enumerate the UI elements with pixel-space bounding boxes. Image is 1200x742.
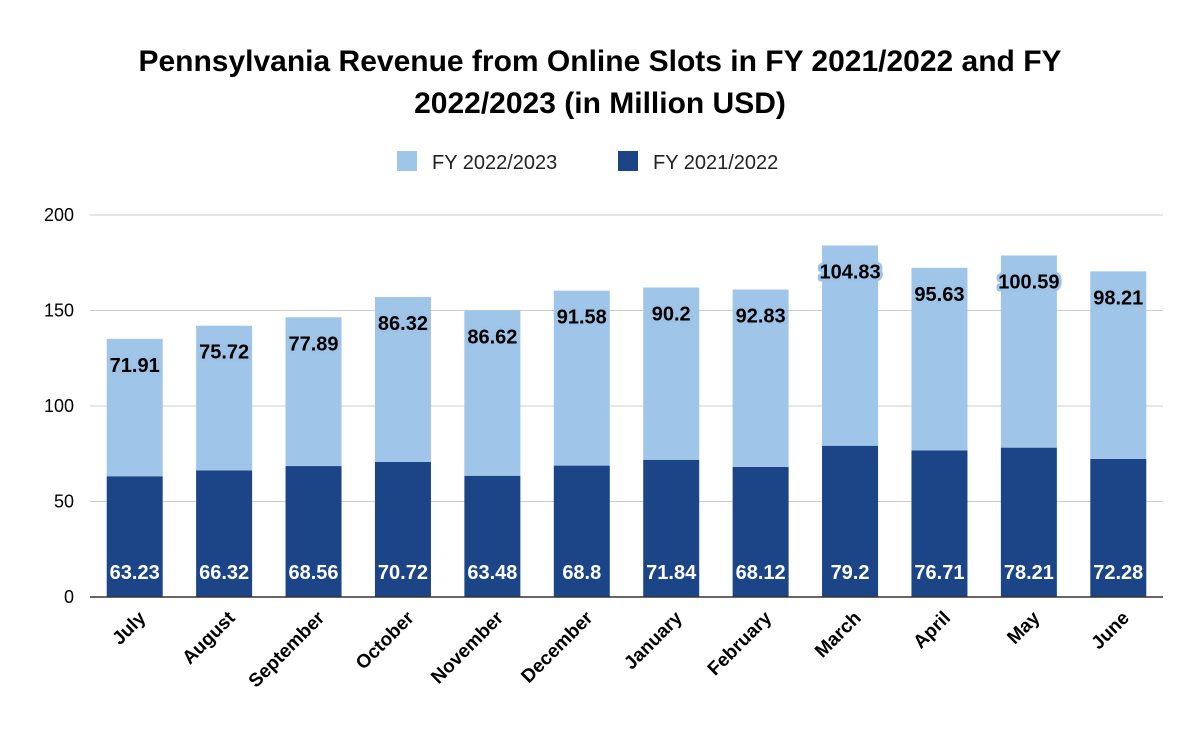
data-label-fy-2021-2022-december: 68.8 [562,562,601,584]
data-label-fy-2021-2022-may: 78.21 [1004,562,1054,584]
bar-fy-2022-2023-november [464,310,521,476]
data-label-fy-2021-2022-september: 68.56 [289,562,339,584]
x-axis: July August September October November Decemb… [90,596,1163,692]
bar-fy-2021-2022-june [1090,458,1147,597]
data-label-fy-2022-2023-november: 86.62 [467,326,517,348]
bar-fy-2022-2023-august [196,325,253,471]
bar-fy-2021-2022-november [464,475,521,597]
legend-label-fy-2022-2023: FY 2022/2023 [432,152,557,174]
x-tick-label-may: May [1003,607,1044,648]
data-label-fy-2022-2023-may: 100.59 [998,271,1059,293]
y-tick-label-200: 200 [44,205,74,225]
data-label-fy-2021-2022-march: 79.2 [831,562,870,584]
data-label-fy-2021-2022-june: 72.28 [1093,562,1143,584]
legend-swatch-fy-2021-2022 [618,151,638,171]
chart-title-line-2: 2022/2023 (in Million USD) [414,87,786,120]
x-tick-label-february: February [704,607,777,680]
bar-fy-2022-2023-february [732,289,789,467]
x-tick-label-november: November [427,607,508,688]
bar-fy-2022-2023-march [822,245,879,446]
data-label-fy-2022-2023-june: 98.21 [1093,287,1143,309]
bar-fy-2021-2022-august [196,470,253,597]
bar-fy-2021-2022-may [1000,447,1057,597]
data-label-fy-2021-2022-april: 76.71 [914,562,964,584]
data-label-fy-2021-2022-january: 71.84 [646,562,697,584]
data-label-fy-2022-2023-march: 104.83 [819,262,880,284]
bar-fy-2021-2022-april [911,450,968,597]
bar-fy-2021-2022-september [285,466,342,597]
data-label-fy-2022-2023-august: 75.72 [199,342,249,364]
data-label-fy-2022-2023-july: 71.91 [110,355,160,377]
data-label-fy-2022-2023-december: 91.58 [557,307,607,329]
bar-fy-2021-2022-july [106,476,163,597]
bar-fy-2022-2023-april [911,267,968,451]
data-label-fy-2022-2023-october: 86.32 [378,313,428,335]
y-tick-label-150: 150 [44,301,74,321]
bar-fy-2021-2022-december [553,465,610,597]
y-tick-label-50: 50 [54,492,74,512]
bar-fy-2022-2023-january [643,287,700,460]
y-tick-label-100: 100 [44,396,74,416]
data-label-fy-2021-2022-october: 70.72 [378,562,428,584]
data-labels: 71.91 63.23 75.72 66.32 77.89 68.56 86.32 70.72… [107,259,1147,587]
x-tick-label-june: June [1088,608,1134,654]
bar-fy-2022-2023-may [1000,255,1057,448]
y-tick-label-0: 0 [64,587,74,607]
data-label-fy-2021-2022-november: 63.48 [467,562,517,584]
x-tick-label-september: September [245,607,330,692]
bar-fy-2021-2022-october [374,461,431,597]
bar-fy-2021-2022-february [732,466,789,597]
data-label-fy-2021-2022-february: 68.12 [736,562,786,584]
data-label-fy-2022-2023-february: 92.83 [736,306,786,328]
legend-swatch-fy-2022-2023 [397,151,417,171]
data-label-fy-2022-2023-january: 90.2 [652,304,691,326]
bar-fy-2022-2023-july [106,338,163,477]
data-label-fy-2021-2022-august: 66.32 [199,562,249,584]
bar-fy-2021-2022-january [643,459,700,597]
x-tick-label-january: January [620,607,687,674]
bar-fy-2022-2023-december [553,290,610,466]
x-tick-label-july: July [109,607,151,649]
chart-title-line-1: Pennsylvania Revenue from Online Slots i… [138,45,1061,78]
data-label-fy-2022-2023-september: 77.89 [289,333,339,355]
x-tick-label-march: March [811,608,865,662]
x-tick-label-october: October [352,607,419,674]
data-label-fy-2021-2022-july: 63.23 [110,562,160,584]
bar-fy-2021-2022-march [822,445,879,597]
data-label-fy-2022-2023-april: 95.63 [914,284,964,306]
x-tick-label-april: April [910,608,955,653]
gridlines [90,214,1163,502]
bars [106,245,1147,597]
x-tick-label-august: August [179,607,241,669]
y-axis: 0 50 100 150 200 [44,205,74,607]
bar-fy-2022-2023-june [1090,271,1147,459]
legend-label-fy-2021-2022: FY 2021/2022 [653,152,778,174]
legend: FY 2022/2023 FY 2021/2022 [397,151,778,174]
x-tick-label-december: December [518,607,598,687]
bar-fy-2022-2023-october [374,297,431,462]
bar-fy-2022-2023-september [285,317,342,467]
